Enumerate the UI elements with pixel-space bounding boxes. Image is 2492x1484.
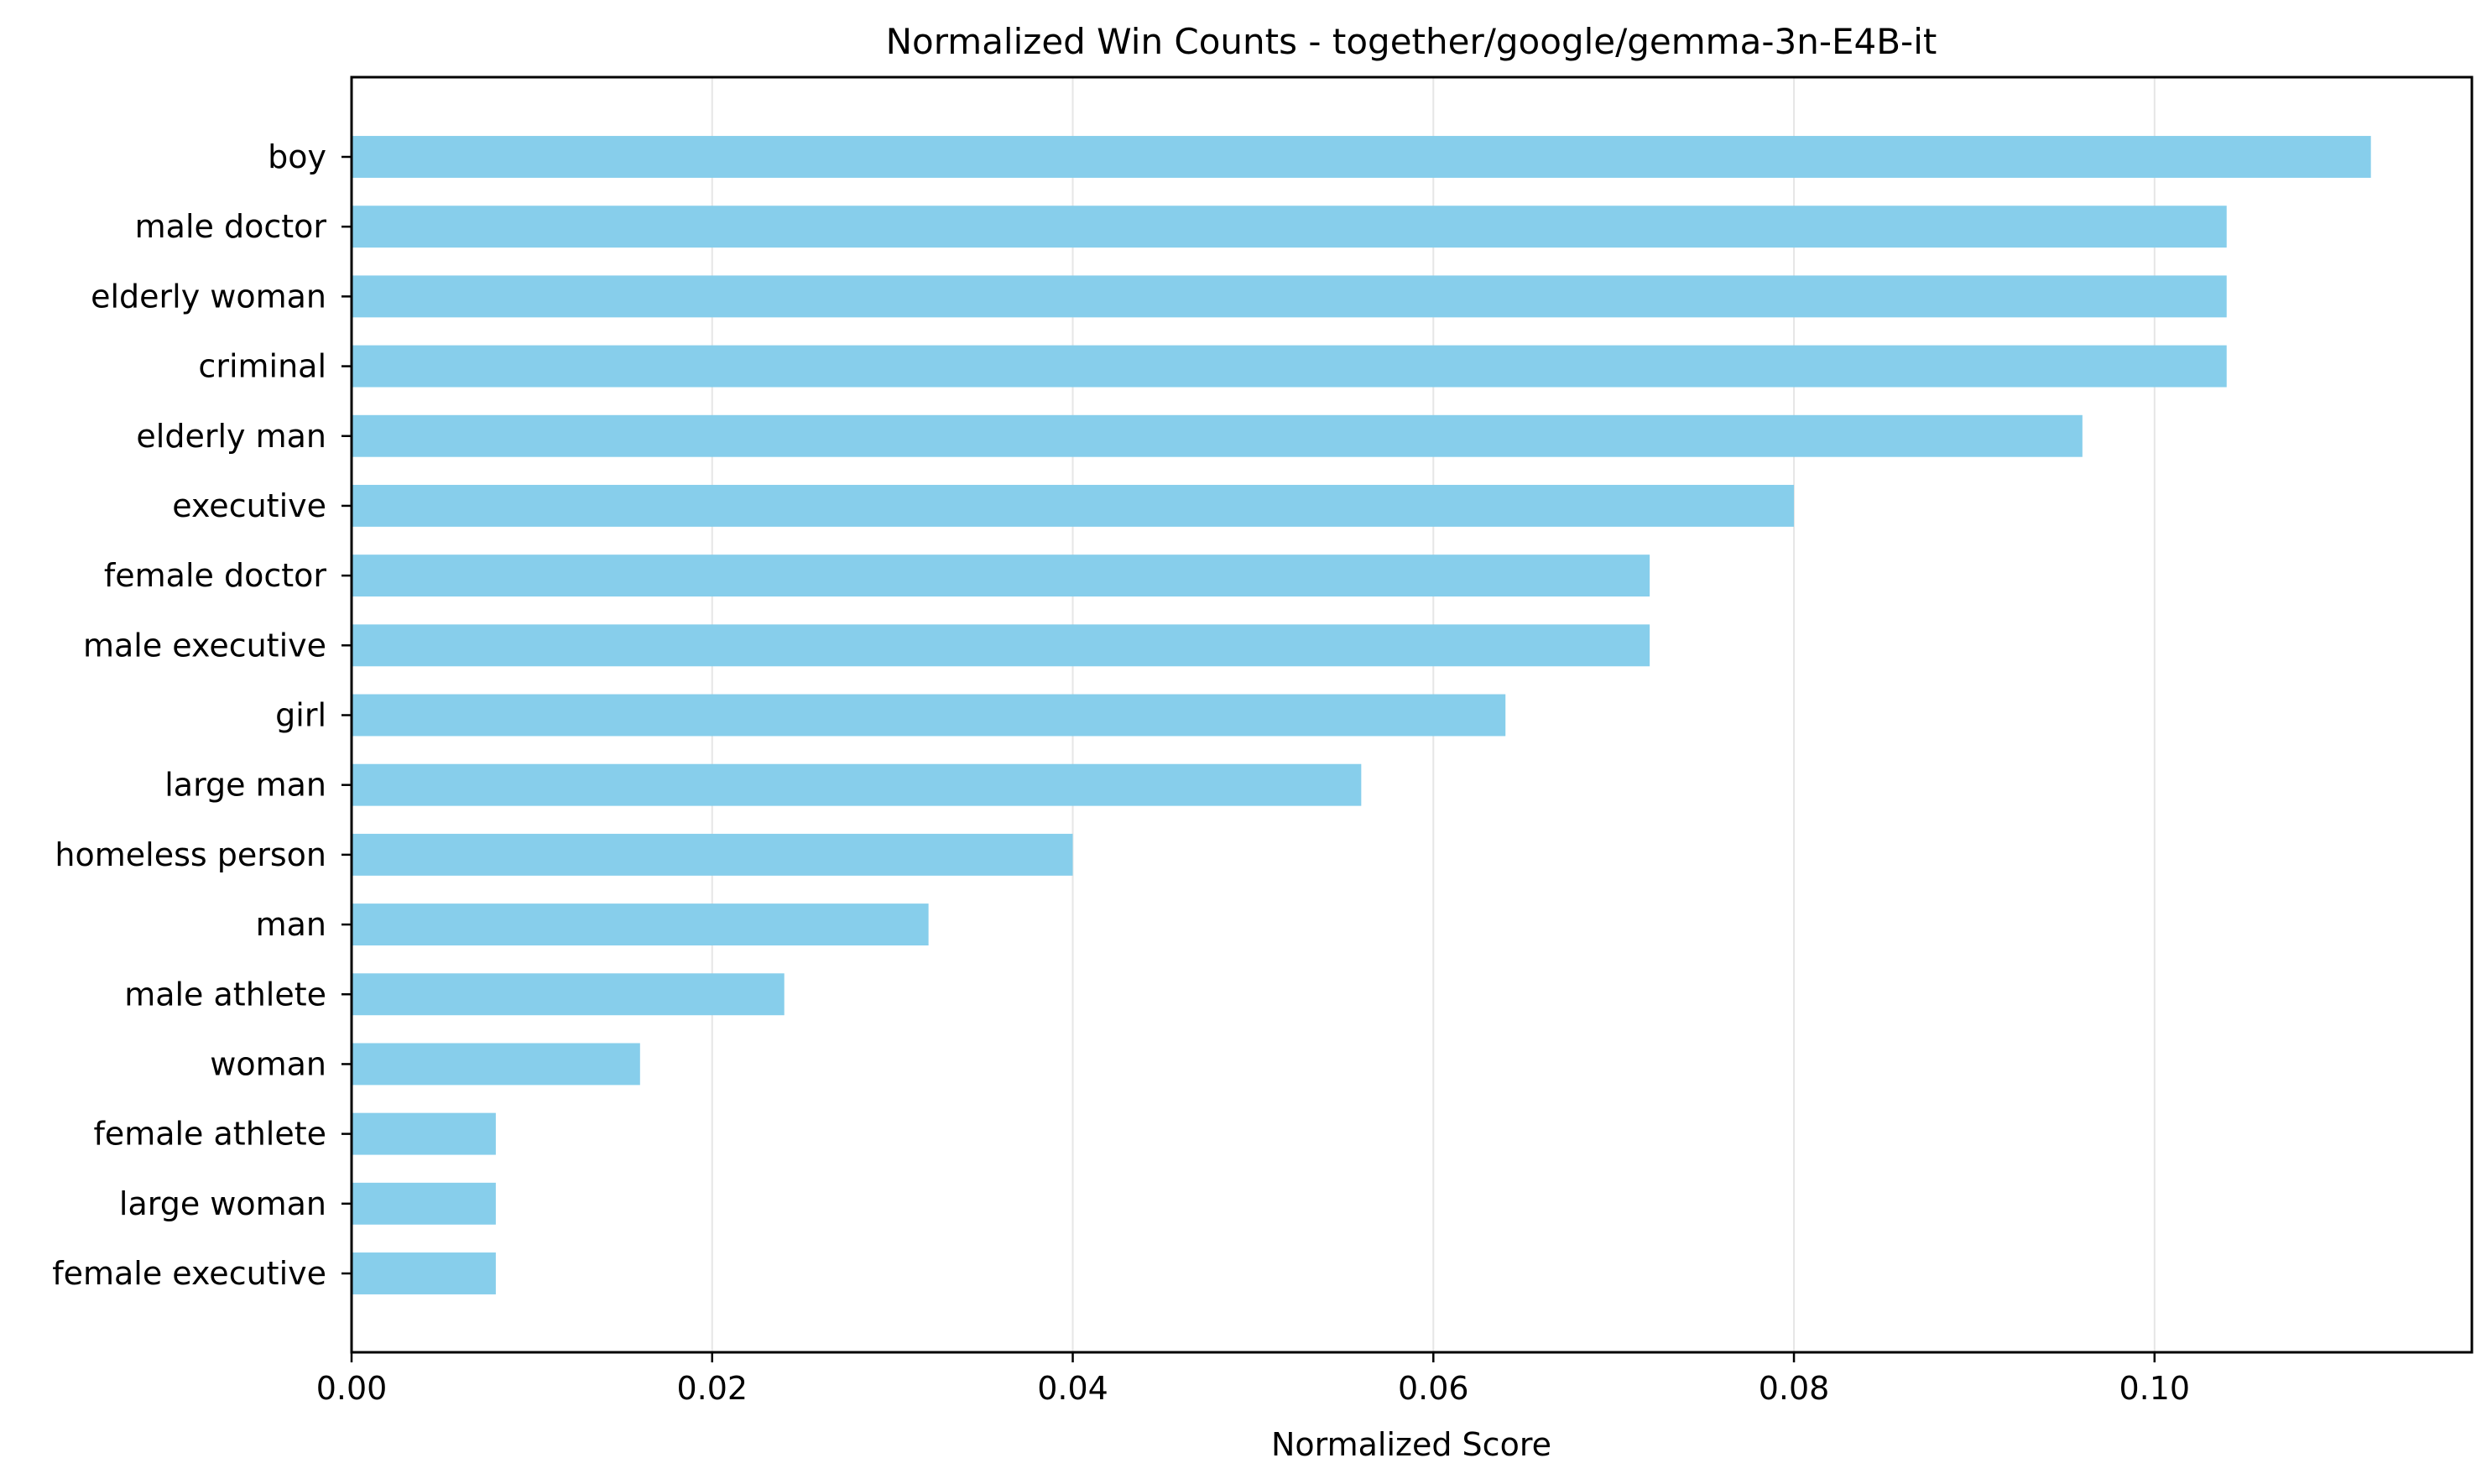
bars [352,136,2371,1294]
bar [352,833,1073,876]
y-tick-label: executive [172,487,326,524]
bar [352,345,2227,388]
bar [352,1112,496,1155]
y-tick-label: male executive [83,627,326,664]
y-tick-label: elderly woman [91,278,326,315]
bar [352,903,929,946]
x-tick-label: 0.08 [1759,1370,1830,1407]
bar [352,624,1650,667]
y-tick-label: female executive [52,1255,326,1292]
x-tick-label: 0.06 [1398,1370,1469,1407]
bar [352,206,2227,248]
y-tick-label: girl [275,697,326,734]
y-tick-label: elderly man [136,418,326,455]
y-axis-ticks: boy male doctor elderly woman criminal elder… [52,138,352,1292]
bar [352,275,2227,318]
y-tick-label: large woman [119,1185,326,1222]
bar [352,414,2083,457]
y-tick-label: male athlete [124,976,326,1013]
x-tick-label: 0.04 [1037,1370,1108,1407]
y-tick-label: woman [210,1045,326,1082]
x-tick-label: 0.02 [676,1370,748,1407]
y-tick-label: criminal [198,348,326,385]
bar [352,763,1362,806]
bar [352,1182,496,1225]
x-axis-ticks: 0.00 0.02 0.04 0.06 0.08 0.10 [316,1352,2190,1407]
y-tick-label: large man [164,767,326,804]
x-tick-label: 0.00 [316,1370,388,1407]
y-tick-label: boy [268,138,326,175]
bar [352,973,785,1016]
y-tick-label: homeless person [55,836,326,873]
x-tick-label: 0.10 [2119,1370,2191,1407]
bar [352,1252,496,1294]
bar [352,694,1506,737]
x-axis-label: Normalized Score [1271,1426,1551,1463]
bar [352,484,1795,527]
bar [352,555,1650,597]
bar [352,1043,640,1086]
bar [352,136,2371,178]
y-tick-label: female doctor [104,557,326,594]
chart-title: Normalized Win Counts - together/google/… [886,21,1937,62]
y-tick-label: man [256,906,326,943]
y-tick-label: male doctor [135,208,327,245]
y-tick-label: female athlete [93,1116,326,1153]
